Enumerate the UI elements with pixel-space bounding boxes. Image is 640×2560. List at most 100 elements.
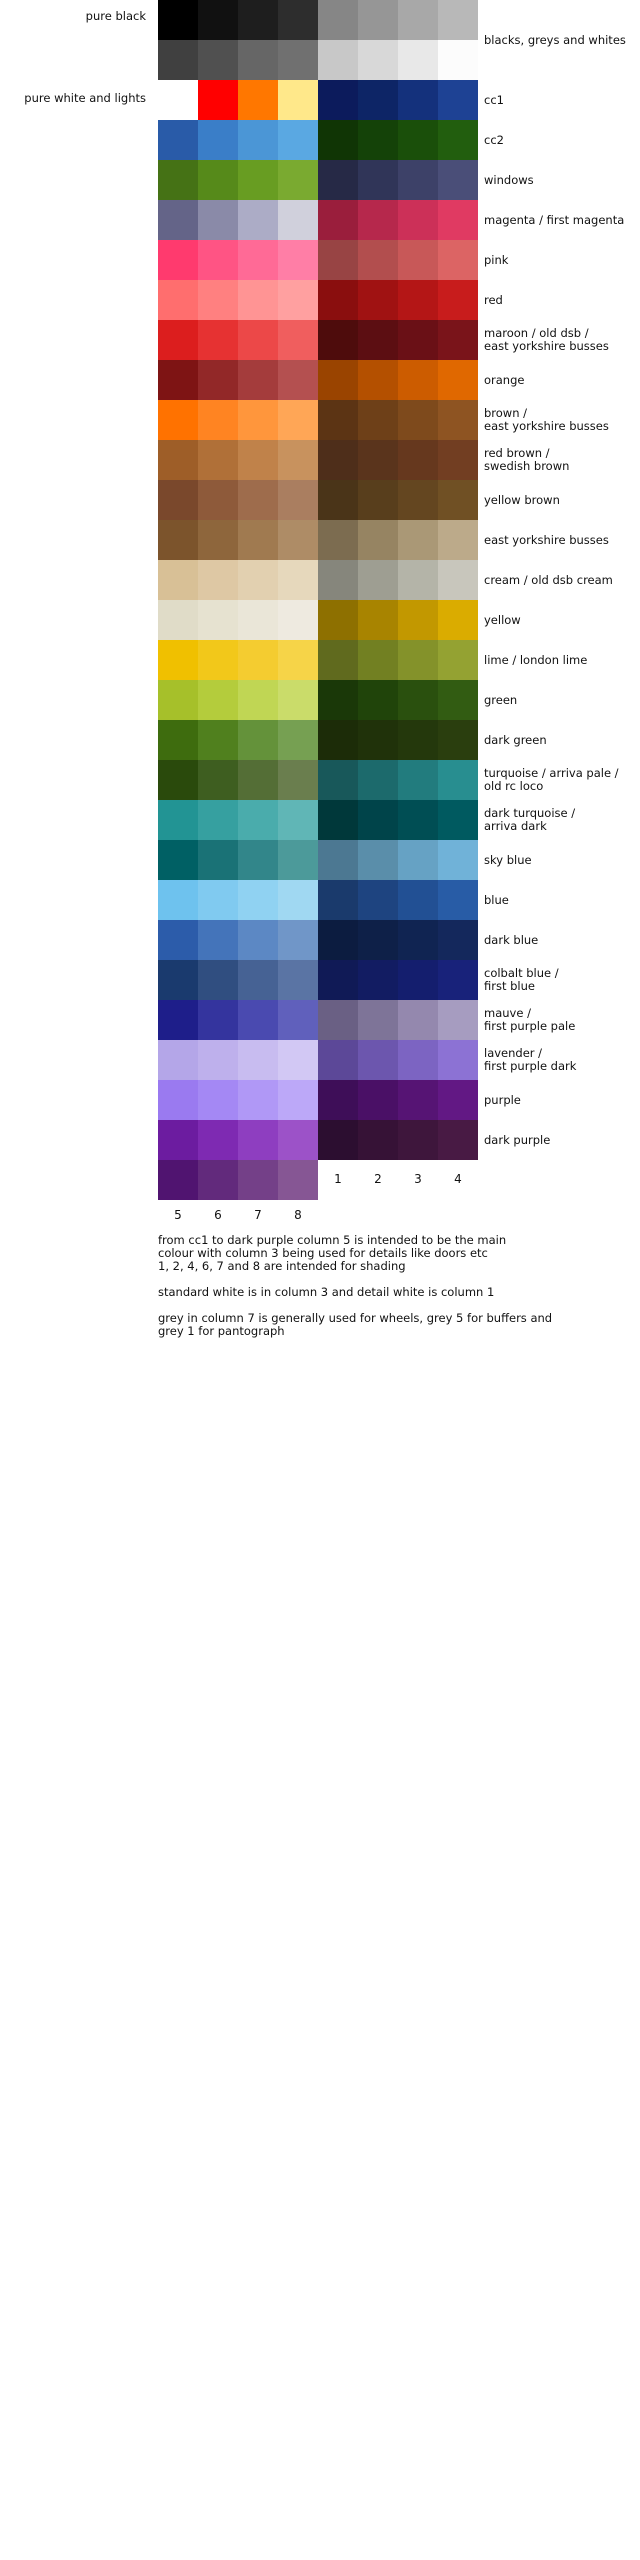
row-label: windows (484, 172, 534, 187)
row-label: east yorkshire busses (484, 532, 609, 547)
swatch-left (198, 440, 238, 480)
swatch-right (398, 440, 438, 480)
swatch-left (238, 280, 278, 320)
swatch-left (278, 480, 318, 520)
swatch-right (398, 840, 438, 880)
swatch-right (358, 960, 398, 1000)
swatch-right (398, 320, 438, 360)
swatch-left (198, 80, 238, 120)
swatch-right (438, 240, 478, 280)
swatch-left (278, 960, 318, 1000)
swatch-left (198, 720, 238, 760)
swatch-left (158, 480, 198, 520)
swatch-left (278, 440, 318, 480)
swatch-left (238, 480, 278, 520)
swatch-right (358, 640, 398, 680)
swatch-left (278, 560, 318, 600)
swatch-left (238, 40, 278, 80)
swatch-left (198, 360, 238, 400)
swatch-left (158, 160, 198, 200)
swatch-left (278, 1000, 318, 1040)
swatch-left (158, 800, 198, 840)
swatch-right (318, 480, 358, 520)
swatch-right (398, 1120, 438, 1160)
swatch-left (238, 200, 278, 240)
swatch-right (438, 1120, 478, 1160)
swatch-left (238, 1080, 278, 1120)
swatch-right (398, 720, 438, 760)
swatch-left (198, 600, 238, 640)
swatch-right (398, 160, 438, 200)
swatch-left (198, 1080, 238, 1120)
swatch-left (238, 1160, 278, 1200)
swatch-left (158, 440, 198, 480)
row-label: dark blue (484, 932, 539, 947)
swatch-left (278, 120, 318, 160)
column-number-left: 5 (174, 1208, 182, 1222)
swatch-right (358, 800, 398, 840)
swatch-left (158, 360, 198, 400)
swatch-left (238, 760, 278, 800)
swatch-left (158, 1120, 198, 1160)
swatch-right (358, 560, 398, 600)
swatch-left (278, 1080, 318, 1120)
swatch-right (398, 120, 438, 160)
swatch-right (318, 960, 358, 1000)
swatch-right (438, 0, 478, 40)
swatch-right (358, 160, 398, 200)
row-label: red brown / swedish brown (484, 446, 570, 473)
swatch-right (318, 640, 358, 680)
swatch-left (238, 360, 278, 400)
swatch-right (358, 840, 398, 880)
swatch-left (158, 920, 198, 960)
row-label: brown / east yorkshire busses (484, 406, 609, 433)
swatch-left (238, 320, 278, 360)
swatch-right (358, 440, 398, 480)
swatch-left (158, 120, 198, 160)
swatch-left (278, 520, 318, 560)
swatch-left (278, 840, 318, 880)
swatch-right (398, 80, 438, 120)
swatch-right (358, 200, 398, 240)
swatch-right (318, 520, 358, 560)
swatch-right (358, 360, 398, 400)
row-label: orange (484, 372, 525, 387)
swatch-left (158, 0, 198, 40)
swatch-left (278, 640, 318, 680)
swatch-left (158, 720, 198, 760)
swatch-left (278, 200, 318, 240)
swatch-left (158, 560, 198, 600)
swatch-left (278, 1120, 318, 1160)
swatch-left (278, 80, 318, 120)
swatch-left (198, 760, 238, 800)
swatch-right (318, 920, 358, 960)
swatch-right (318, 80, 358, 120)
swatch-left (238, 120, 278, 160)
swatch-left (278, 600, 318, 640)
row-label: colbalt blue / first blue (484, 966, 559, 993)
row-label: yellow brown (484, 492, 560, 507)
swatch-left (238, 440, 278, 480)
notes: from cc1 to dark purple column 5 is inte… (158, 1234, 578, 1351)
swatch-right (398, 520, 438, 560)
swatch-right (438, 400, 478, 440)
swatch-left (238, 960, 278, 1000)
row-label: lavender / first purple dark (484, 1046, 577, 1073)
swatch-left (278, 160, 318, 200)
swatch-left (278, 1160, 318, 1200)
swatch-left (198, 680, 238, 720)
swatch-left (238, 160, 278, 200)
swatch-left (238, 1120, 278, 1160)
swatch-left (198, 880, 238, 920)
colour-palette: blacks, greys and whites cc1 cc2 windows mag… (0, 0, 640, 1240)
swatch-right (438, 280, 478, 320)
swatch-right (358, 120, 398, 160)
swatch-right (318, 1000, 358, 1040)
row-label: red (484, 292, 503, 307)
swatch-left (238, 80, 278, 120)
swatch-right (398, 600, 438, 640)
swatch-left (158, 640, 198, 680)
swatch-left (278, 0, 318, 40)
swatch-right (358, 240, 398, 280)
swatch-left (158, 40, 198, 80)
